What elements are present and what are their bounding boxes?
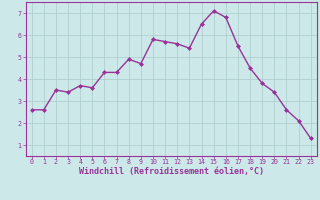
X-axis label: Windchill (Refroidissement éolien,°C): Windchill (Refroidissement éolien,°C) [79, 167, 264, 176]
